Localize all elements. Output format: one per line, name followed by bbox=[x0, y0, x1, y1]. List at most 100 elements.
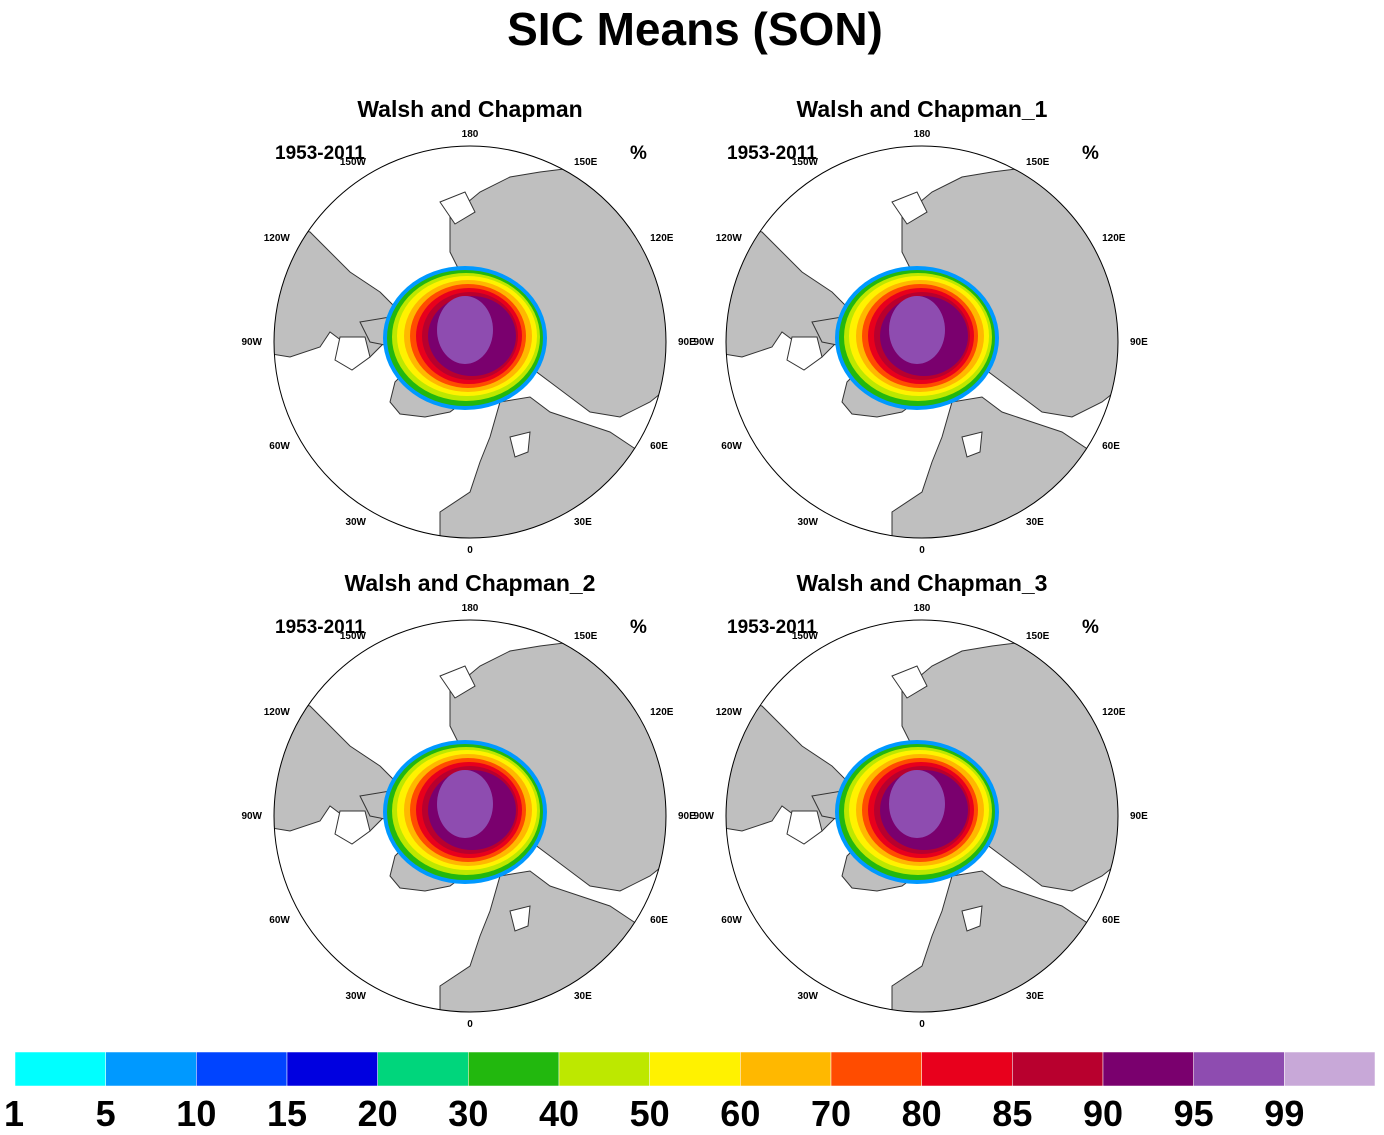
longitude-label: 90E bbox=[1130, 811, 1148, 822]
ice-concentration-band bbox=[437, 296, 493, 364]
polar-map bbox=[726, 620, 1118, 1012]
colorbar-label: 99 bbox=[1264, 1093, 1304, 1134]
longitude-label: 120W bbox=[264, 233, 291, 244]
longitude-label: 120E bbox=[650, 233, 674, 244]
longitude-label: 30E bbox=[1026, 991, 1044, 1002]
map-boundary bbox=[725, 619, 1119, 1013]
longitude-label: 60E bbox=[650, 915, 668, 926]
colorbar-label: 20 bbox=[358, 1093, 398, 1134]
colorbar-label: 70 bbox=[811, 1093, 851, 1134]
colorbar-swatch bbox=[740, 1051, 832, 1087]
colorbar-label: 60 bbox=[720, 1093, 760, 1134]
longitude-label: 120W bbox=[264, 707, 291, 718]
longitude-label: 30W bbox=[345, 991, 366, 1002]
longitude-label: 60E bbox=[650, 441, 668, 452]
water-body bbox=[439, 665, 476, 699]
longitude-label: 30E bbox=[574, 991, 592, 1002]
panel-title: Walsh and Chapman bbox=[357, 96, 582, 122]
panel-title: Walsh and Chapman_3 bbox=[797, 570, 1048, 596]
longitude-label: 60W bbox=[721, 915, 742, 926]
longitude-label: 150E bbox=[574, 157, 598, 168]
map-boundary bbox=[725, 145, 1119, 539]
longitude-label: 180 bbox=[914, 603, 931, 614]
longitude-label: 150E bbox=[574, 631, 598, 642]
longitude-label: 30E bbox=[1026, 517, 1044, 528]
colorbar-label: 80 bbox=[902, 1093, 942, 1134]
colorbar-swatch bbox=[1284, 1051, 1376, 1087]
panel-period: 1953-2011 bbox=[275, 617, 365, 638]
longitude-label: 150W bbox=[792, 631, 819, 642]
colorbar-swatch bbox=[468, 1051, 560, 1087]
map-panel-2: Walsh and Chapman_1 1953-2011 % 180 150E 120E… bbox=[693, 96, 1148, 556]
map-panel-4: Walsh and Chapman_3 1953-2011 % 180 150E 120E… bbox=[693, 570, 1148, 1030]
colorbar-swatch bbox=[1102, 1051, 1194, 1087]
colorbar-label: 95 bbox=[1174, 1093, 1214, 1134]
longitude-label: 150E bbox=[1026, 157, 1050, 168]
panel-units: % bbox=[1082, 143, 1099, 164]
longitude-label: 60W bbox=[721, 441, 742, 452]
colorbar-swatch bbox=[286, 1051, 378, 1087]
colorbar-swatch bbox=[1193, 1051, 1285, 1087]
longitude-label: 60W bbox=[269, 441, 290, 452]
panel-period: 1953-2011 bbox=[275, 143, 365, 164]
colorbar-swatch bbox=[1012, 1051, 1104, 1087]
map-boundary bbox=[273, 145, 667, 539]
water-body bbox=[509, 905, 531, 932]
water-body bbox=[961, 431, 983, 458]
longitude-label: 180 bbox=[462, 129, 479, 140]
ice-concentration-band bbox=[437, 770, 493, 838]
colorbar-label: 40 bbox=[539, 1093, 579, 1134]
sea-ice bbox=[383, 740, 547, 884]
colorbar: 1 5 10 15 20 30 40 50 60 70 80 85 90 95 99 bbox=[4, 1051, 1376, 1134]
panel-period: 1953-2011 bbox=[727, 617, 817, 638]
colorbar-label: 10 bbox=[176, 1093, 216, 1134]
longitude-label: 30W bbox=[797, 991, 818, 1002]
longitude-label: 30W bbox=[797, 517, 818, 528]
water-body bbox=[334, 810, 371, 845]
water-body bbox=[509, 431, 531, 458]
water-body bbox=[961, 905, 983, 932]
longitude-label: 150E bbox=[1026, 631, 1050, 642]
colorbar-label: 5 bbox=[96, 1093, 116, 1134]
water-body bbox=[334, 336, 371, 371]
longitude-label: 90E bbox=[678, 337, 696, 348]
water-body bbox=[439, 191, 476, 225]
map-panel-1: Walsh and Chapman 1953-2011 % 180 150E 120E 90… bbox=[241, 96, 696, 556]
longitude-label: 30W bbox=[345, 517, 366, 528]
panel-units: % bbox=[630, 143, 647, 164]
panel-units: % bbox=[1082, 617, 1099, 638]
longitude-label: 90W bbox=[241, 337, 262, 348]
longitude-label: 120E bbox=[650, 707, 674, 718]
colorbar-swatch bbox=[196, 1051, 288, 1087]
longitude-label: 90E bbox=[1130, 337, 1148, 348]
longitude-label: 120E bbox=[1102, 707, 1126, 718]
longitude-label: 150W bbox=[340, 157, 367, 168]
longitude-label: 150W bbox=[792, 157, 819, 168]
longitude-label: 60W bbox=[269, 915, 290, 926]
longitude-label: 90W bbox=[693, 811, 714, 822]
longitude-label: 90E bbox=[678, 811, 696, 822]
map-boundary bbox=[273, 619, 667, 1013]
map-panel-3: Walsh and Chapman_2 1953-2011 % 180 150E 120E… bbox=[241, 570, 696, 1030]
water-body bbox=[786, 336, 823, 371]
colorbar-swatch bbox=[830, 1051, 922, 1087]
water-body bbox=[786, 810, 823, 845]
polar-map bbox=[274, 146, 666, 538]
colorbar-swatch bbox=[377, 1051, 469, 1087]
longitude-label: 0 bbox=[919, 545, 925, 556]
longitude-label: 150W bbox=[340, 631, 367, 642]
ice-concentration-band bbox=[889, 770, 945, 838]
sea-ice bbox=[835, 740, 999, 884]
colorbar-label: 85 bbox=[992, 1093, 1032, 1134]
colorbar-swatch bbox=[14, 1051, 106, 1087]
colorbar-label: 1 bbox=[4, 1093, 24, 1134]
colorbar-swatch bbox=[921, 1051, 1013, 1087]
longitude-label: 180 bbox=[462, 603, 479, 614]
colorbar-label: 90 bbox=[1083, 1093, 1123, 1134]
figure-title: SIC Means (SON) bbox=[507, 3, 883, 55]
colorbar-label: 30 bbox=[448, 1093, 488, 1134]
longitude-label: 90W bbox=[693, 337, 714, 348]
sea-ice bbox=[383, 266, 547, 410]
panel-period: 1953-2011 bbox=[727, 143, 817, 164]
